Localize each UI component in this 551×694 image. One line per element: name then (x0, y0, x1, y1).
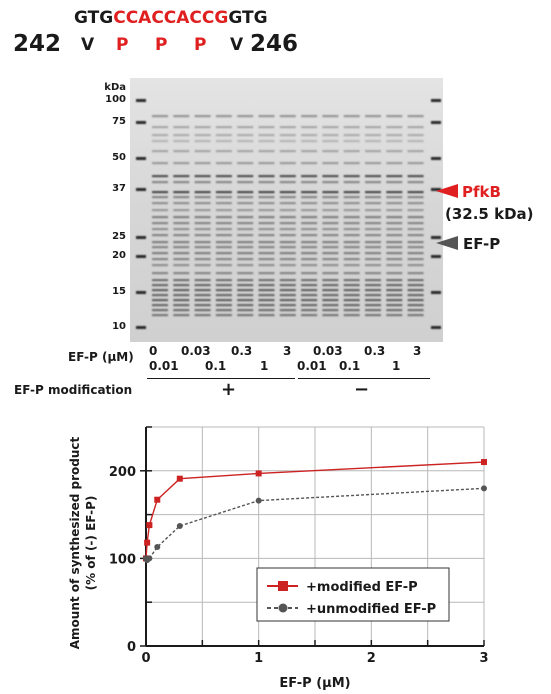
y-tick-label-2: 200 (109, 465, 136, 480)
lane-top-3: 3 (283, 344, 292, 358)
legend-modified-label: +modified EF-P (306, 580, 418, 595)
lane-bottom-2: 1 (260, 359, 269, 373)
chart-ticks: 0 1 2 3 0 100 200 (109, 426, 489, 666)
x-tick-label-0: 0 (141, 651, 150, 666)
legend-modified-marker (278, 581, 288, 591)
gel-image (130, 78, 443, 342)
series-0-point-4 (176, 475, 183, 482)
y-axis-label-line1: Amount of synthesized product (68, 436, 82, 649)
lane-bottom-0: 0.01 (149, 359, 179, 373)
series-1-point-3 (154, 544, 161, 551)
efp-band-label: EF-P (463, 235, 501, 253)
synthesis-chart: 0 1 2 3 0 100 200 EF-P (µM) Amount of synthesi… (68, 426, 489, 691)
lane-top-6: 3 (413, 344, 422, 358)
series-0-point-6 (481, 459, 487, 466)
chart-legend: +modified EF-P +unmodified EF-P (256, 567, 450, 622)
marker-100: 100 (105, 94, 126, 105)
residue-start-position: 242 (13, 31, 62, 57)
series-1-point-4 (176, 522, 183, 529)
series-1-point-6 (481, 485, 487, 492)
series-1-point-2 (146, 555, 153, 562)
efp-concentration-label: EF-P (µM) (68, 350, 134, 364)
marker-20: 20 (112, 250, 126, 261)
lane-bottom-4: 0.1 (339, 359, 361, 373)
residue-4: P (194, 35, 207, 55)
y-tick-label-1: 100 (109, 552, 136, 567)
lane-bottom-3: 0.01 (297, 359, 327, 373)
marker-50: 50 (112, 152, 126, 163)
plus-group-line (147, 378, 295, 379)
dna-sequence: GTGCCACCACCGGTG (74, 8, 268, 28)
chart-series (143, 459, 487, 564)
sequence-prefix: GTG (74, 8, 114, 28)
marker-15: 15 (112, 286, 126, 297)
efp-modification-label: EF-P modification (14, 383, 133, 397)
minus-group-line (298, 378, 430, 379)
pfkb-arrow-icon (436, 184, 458, 198)
residue-2: P (116, 35, 129, 55)
x-tick-label-2: 2 (367, 651, 376, 666)
pfkb-label: PfkB (462, 183, 501, 201)
lane-bottom-5: 1 (392, 359, 401, 373)
residue-1: V (81, 35, 95, 55)
residue-5: V (230, 35, 244, 55)
modification-minus: − (354, 379, 370, 400)
lane-top-4: 0.03 (313, 344, 343, 358)
y-tick-label-0: 0 (127, 640, 136, 655)
marker-75: 75 (112, 116, 126, 127)
sequence-suffix: GTG (228, 8, 268, 28)
marker-10: 10 (112, 321, 126, 332)
x-tick-label-1: 1 (254, 651, 263, 666)
lane-top-1: 0.03 (181, 344, 211, 358)
kda-unit-label: kDa (104, 82, 126, 93)
marker-25: 25 (112, 231, 126, 242)
x-axis-label: EF-P (µM) (279, 676, 350, 691)
legend-unmodified-label: +unmodified EF-P (306, 602, 436, 617)
y-axis-label-line2: (% of (-) EF-P) (84, 496, 98, 591)
modification-plus: + (221, 379, 237, 400)
lane-top-5: 0.3 (364, 344, 386, 358)
series-0-point-3 (154, 496, 161, 503)
efp-arrow-icon (436, 236, 458, 250)
lane-top-0: 0 (149, 344, 158, 358)
series-1-point-5 (255, 497, 262, 504)
series-0-point-1 (144, 539, 151, 546)
marker-37: 37 (112, 183, 126, 194)
residue-end-position: 246 (250, 31, 299, 57)
residue-3: P (155, 35, 168, 55)
pfkb-size-label: (32.5 kDa) (445, 205, 534, 223)
x-tick-label-3: 3 (479, 651, 488, 666)
lane-bottom-1: 0.1 (205, 359, 227, 373)
series-0-point-5 (255, 470, 262, 477)
legend-unmodified-marker (278, 603, 288, 613)
series-0-point-2 (146, 522, 153, 529)
sequence-highlight: CCACCACCG (113, 8, 229, 28)
lane-top-2: 0.3 (231, 344, 253, 358)
